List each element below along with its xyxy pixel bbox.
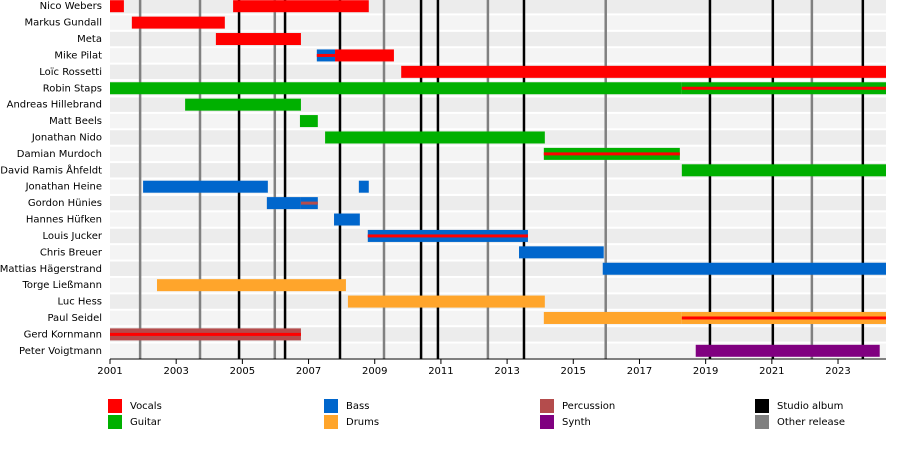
tenure-bar [110,82,682,95]
tenure-bar [347,295,545,308]
tenure-bar [602,262,886,275]
member-name: Gerd Kornmann [24,329,102,340]
tenure-bar [233,0,369,13]
member-name: Damian Murdoch [17,149,102,160]
tenure-bar [266,197,301,210]
tenure-bar [110,0,124,13]
legend-label: Synth [562,417,591,428]
legend-label: Vocals [130,401,162,412]
member-name: Luc Hess [57,297,102,308]
member-name: Mattias Hägerstrand [0,264,102,275]
tenure-bar [681,164,886,177]
member-name: Gordon Hünies [28,198,102,209]
member-name: Loïc Rossetti [39,67,102,78]
legend-swatch [540,399,554,413]
legend-label: Percussion [562,401,615,412]
x-tick-label: 2003 [163,366,188,377]
tenure-stripe [543,152,680,156]
row-background [110,15,886,30]
row-background [110,195,886,211]
member-name: Hannes Hüfken [26,215,102,226]
tenure-bar [215,33,301,46]
tenure-bar [519,246,604,259]
x-tick-label: 2019 [693,366,718,377]
tenure-bar [325,131,545,144]
legend-swatch [324,399,338,413]
tenure-bar [543,311,682,324]
tenure-bar [143,180,268,193]
x-tick-label: 2017 [627,366,652,377]
legend-swatch [755,399,769,413]
x-tick-label: 2015 [561,366,586,377]
row-background [110,327,886,342]
tenure-bar [334,213,360,226]
legend-swatch [540,415,554,429]
tenure-bar [131,16,225,29]
tenure-bar [299,115,318,128]
row-background [110,179,886,194]
member-name: Meta [77,34,102,45]
x-tick-label: 2021 [759,366,784,377]
member-name: Mike Pilat [54,50,102,61]
legend-label: Bass [346,401,369,412]
legend-swatch [108,399,122,413]
tenure-bar [335,49,394,62]
row-background [110,0,886,14]
row-background [110,113,886,129]
x-tick-label: 2011 [428,366,453,377]
member-name: Torge Ließmann [22,280,103,291]
member-name: Nico Webers [40,1,102,12]
tenure-bar [695,344,880,357]
row-background [110,146,886,162]
member-name: Matt Beels [49,116,102,127]
tenure-bar [401,65,886,78]
tenure-stripe [300,201,318,205]
tenure-bar [358,180,369,193]
row-background [110,212,886,227]
legend-swatch [324,415,338,429]
member-name: Markus Gundall [24,18,102,29]
member-name: Robin Staps [43,83,102,94]
tenure-stripe [367,234,528,238]
tenure-bar [156,279,346,292]
row-background [110,97,886,112]
member-name: Jonathan Heine [25,182,102,193]
row-background [110,245,886,260]
legend-label: Drums [346,417,379,428]
legend-label: Other release [777,417,845,428]
x-tick-label: 2023 [825,366,850,377]
x-tick-label: 2009 [362,366,387,377]
tenure-stripe [316,53,336,57]
member-name: Andreas Hillebrand [7,100,102,111]
row-background [110,48,886,63]
legend-label: Guitar [130,417,162,428]
tenure-bar [185,98,301,111]
x-tick-label: 2007 [296,366,321,377]
x-tick-label: 2001 [97,366,122,377]
legend-swatch [755,415,769,429]
member-name: Chris Breuer [40,247,103,258]
tenure-stripe [681,86,886,90]
member-name: Paul Seidel [47,313,102,324]
row-background [110,31,886,47]
tenure-stripe [681,316,886,320]
row-background [110,343,886,358]
member-name: Jonathan Nido [31,132,102,143]
x-tick-label: 2013 [494,366,519,377]
member-name: David Ramis Åhfeldt [0,163,102,176]
x-tick-label: 2005 [230,366,255,377]
tenure-stripe [110,332,301,336]
member-name: Peter Voigtmann [19,346,102,357]
legend-label: Studio album [777,401,843,412]
member-name: Louis Jucker [42,231,102,242]
legend-swatch [108,415,122,429]
